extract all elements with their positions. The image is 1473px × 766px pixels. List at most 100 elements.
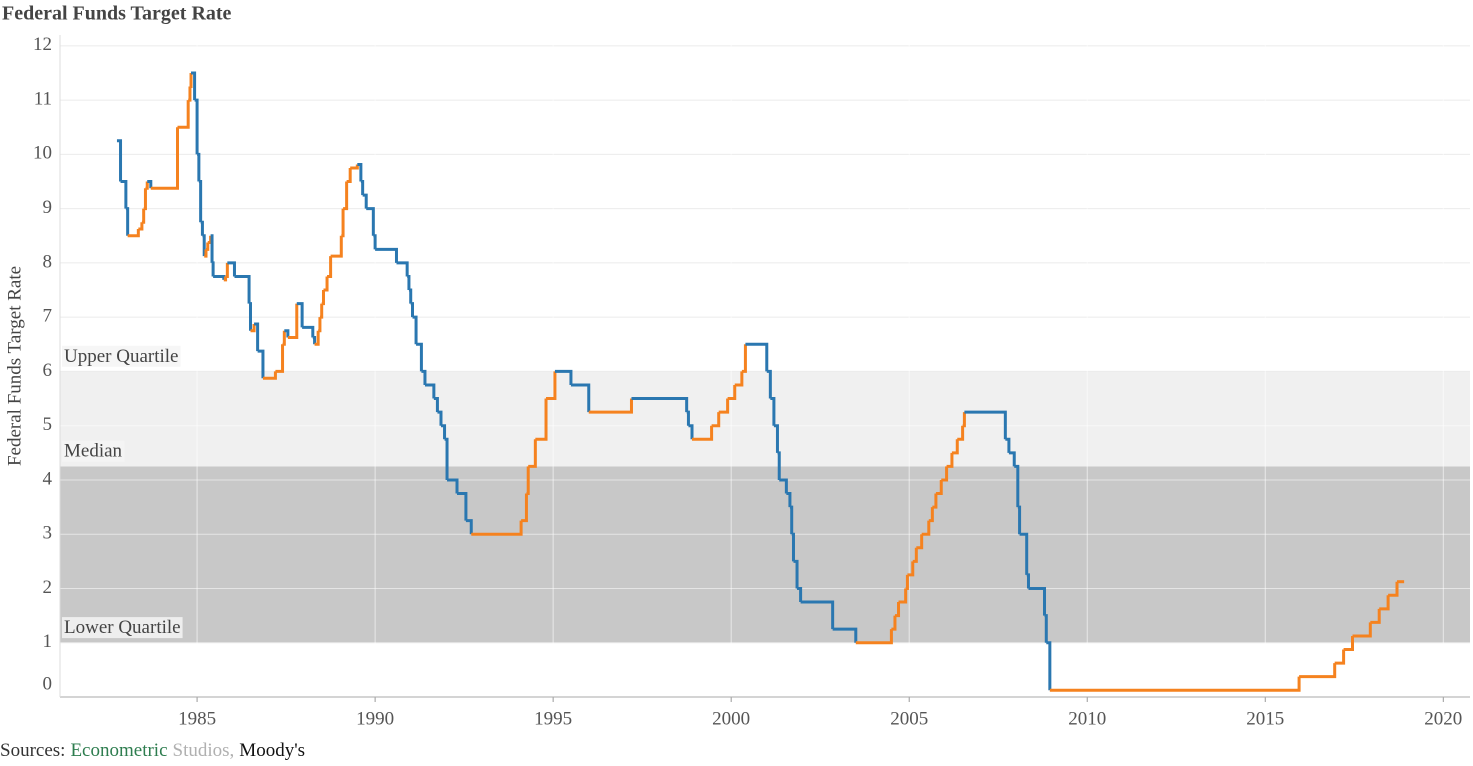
- rate-step: [935, 479, 943, 496]
- rate-step: [570, 383, 591, 413]
- rate-step: [1028, 586, 1047, 616]
- y-tick-label: 6: [43, 360, 53, 381]
- rate-step: [296, 302, 304, 328]
- band-label-bg: [62, 440, 125, 462]
- rate-step: [116, 139, 123, 182]
- rate-step: [127, 228, 140, 238]
- rate-step: [147, 180, 153, 189]
- rate-step: [373, 234, 377, 250]
- rate-step: [198, 180, 203, 223]
- rate-step: [205, 242, 210, 251]
- rate-step: [941, 466, 949, 482]
- rate-step: [535, 398, 548, 441]
- rate-step: [457, 492, 468, 521]
- rate-step: [465, 519, 473, 535]
- rate-step: [323, 276, 329, 292]
- band-label-bg: [62, 617, 183, 639]
- rate-step: [898, 588, 908, 604]
- rate-step: [907, 561, 915, 577]
- chart-title: Federal Funds Target Rate: [2, 3, 232, 25]
- rate-step: [200, 220, 204, 236]
- rate-step: [282, 330, 286, 346]
- rate-step: [330, 235, 343, 258]
- rate-step: [528, 439, 537, 468]
- rate-step: [1352, 622, 1372, 638]
- rate-step: [197, 152, 201, 182]
- rate-step: [350, 164, 359, 170]
- rate-step: [424, 383, 436, 399]
- rate-step: [143, 188, 147, 211]
- rate-step: [210, 234, 214, 263]
- rate-step: [287, 303, 299, 340]
- rate-step: [254, 322, 260, 352]
- rate-step: [416, 342, 423, 372]
- rate-step: [248, 302, 252, 331]
- rate-step: [957, 425, 965, 441]
- x-tick-label: 2015: [1246, 708, 1284, 729]
- rate-step: [734, 371, 744, 387]
- rate-step: [319, 303, 324, 319]
- rate-step: [145, 181, 149, 190]
- rate-step: [526, 466, 530, 496]
- rate-step: [408, 288, 413, 304]
- rate-step: [916, 534, 924, 550]
- rate-step: [412, 315, 418, 345]
- y-tick-label: 4: [43, 468, 53, 489]
- rate-step: [327, 256, 333, 278]
- rate-step: [946, 452, 954, 468]
- source-note: Sources: Econometric Studios, Moody's: [0, 740, 305, 761]
- rate-step: [433, 397, 439, 413]
- rate-step: [141, 208, 146, 224]
- rate-step: [1019, 532, 1029, 575]
- rate-step: [1049, 676, 1301, 692]
- rate-step: [421, 369, 427, 385]
- rate-step: [1044, 614, 1048, 643]
- quartile-band: [60, 371, 1470, 467]
- rate-step: [341, 208, 345, 238]
- rate-step: [138, 222, 144, 231]
- x-tick-label: 1985: [178, 708, 216, 729]
- rate-step: [177, 100, 190, 129]
- y-tick-label: 9: [43, 197, 53, 218]
- band-label: Median: [64, 441, 123, 462]
- rate-step: [797, 586, 803, 603]
- rate-step: [234, 274, 251, 304]
- rate-step: [362, 193, 368, 209]
- rate-step: [905, 574, 909, 590]
- rate-step: [213, 274, 226, 280]
- rate-step: [207, 235, 213, 245]
- rate-step: [343, 181, 349, 211]
- rate-step: [688, 424, 694, 440]
- rate-step: [375, 247, 398, 263]
- rate-step: [360, 180, 365, 196]
- x-tick-label: 1990: [356, 708, 394, 729]
- rate-step: [312, 336, 317, 345]
- y-tick-label: 3: [43, 523, 53, 544]
- rate-step: [120, 180, 128, 209]
- rate-step: [437, 410, 443, 426]
- rate-step: [891, 615, 897, 631]
- rate-step: [302, 325, 315, 338]
- rate-step: [1388, 581, 1399, 597]
- y-tick-label: 0: [43, 673, 53, 694]
- source-part: Studios,: [173, 740, 235, 761]
- rate-step: [912, 547, 918, 563]
- rate-step: [314, 330, 320, 346]
- rate-step: [554, 369, 573, 385]
- y-tick-label: 12: [33, 34, 52, 55]
- rate-step: [188, 86, 192, 102]
- rate-step: [125, 207, 130, 236]
- rate-step: [1370, 608, 1381, 624]
- rate-step: [1014, 464, 1020, 508]
- rate-step: [928, 507, 934, 523]
- rate-step: [521, 493, 528, 523]
- x-tick-label: 2010: [1068, 708, 1106, 729]
- y-tick-label: 2: [43, 577, 53, 598]
- y-tick-label: 10: [33, 143, 52, 164]
- rate-step: [1334, 649, 1346, 665]
- rate-step: [711, 412, 721, 428]
- rate-step: [407, 274, 411, 291]
- rate-step: [779, 478, 788, 494]
- rate-step: [777, 451, 781, 480]
